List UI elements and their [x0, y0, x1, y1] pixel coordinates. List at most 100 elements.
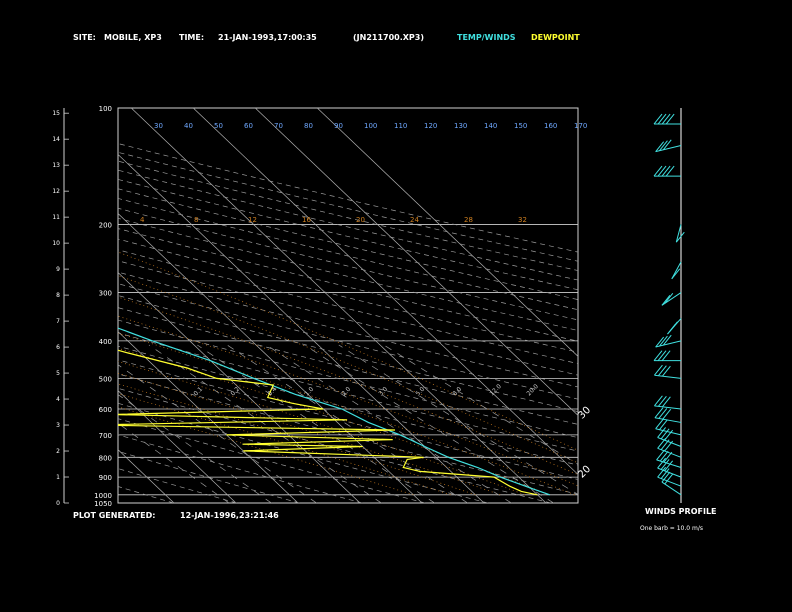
isotherm-lines [118, 108, 578, 503]
dry-adiabat-label: 30 [154, 122, 163, 130]
wind-barb-flag [659, 335, 668, 347]
wind-barb-flag [657, 427, 667, 438]
mixing-ratio-label: 2.0 [340, 386, 352, 398]
wind-barb-flag [675, 231, 685, 243]
wind-barb-flag [659, 450, 669, 462]
pressure-tick-label: 600 [99, 406, 112, 414]
mixing-ratio-label: 3.0 [377, 386, 389, 398]
dry-adiabat-line [118, 283, 578, 400]
dry-adiabat-line [118, 198, 578, 311]
temperature-trace [118, 327, 550, 496]
mixing-ratio-line [383, 344, 578, 465]
pressure-tick-label: 400 [99, 338, 112, 346]
mixing-ratio-label: 5.0 [414, 386, 426, 398]
isotherm-right-label: 30 [576, 405, 593, 422]
moist-adiabat-line [118, 315, 578, 487]
wind-barb-flag [664, 460, 674, 472]
dry-adiabat-line [0, 124, 111, 503]
isotherm-line [193, 108, 578, 475]
mixing-ratio-line [197, 344, 435, 503]
dry-adiabat-line [118, 387, 551, 503]
wind-barb-staff [671, 261, 682, 280]
dry-adiabat-label: 160 [544, 122, 557, 130]
isotherm-line [118, 390, 237, 503]
wind-barb-flag [662, 334, 672, 346]
height-tick-label: 10 [52, 240, 60, 247]
dry-adiabat-line [118, 434, 363, 503]
dry-adiabat-label: 40 [184, 122, 193, 130]
wind-barb-staff [675, 224, 682, 243]
height-tick-label: 8 [56, 292, 60, 299]
mixing-ratio-line [338, 344, 578, 495]
dry-adiabat-line [118, 238, 578, 353]
mixing-ratio-line [304, 344, 554, 503]
dry-adiabat-label: 100 [364, 122, 377, 130]
mixing-ratio-line [148, 344, 382, 503]
wind-barb-flag [661, 294, 671, 306]
pressure-tick-label: 300 [99, 290, 112, 298]
wind-barb-flag [653, 113, 663, 125]
wind-barb-flag [655, 141, 665, 152]
dry-adiabat-line [118, 228, 578, 342]
wind-barb-flag [661, 113, 671, 125]
isotherm-right-label: 20 [576, 464, 593, 481]
wind-barb-flag [660, 459, 670, 470]
dry-adiabat-label: 60 [244, 122, 253, 130]
mixing-ratio-label: 12.0 [488, 383, 503, 398]
dry-adiabat-label: 150 [514, 122, 527, 130]
dry-adiabat-line [118, 295, 578, 413]
moist-adiabat-label: 20 [356, 216, 365, 224]
winds-profile-title: WINDS PROFILE [645, 507, 717, 516]
wind-barb-flag [658, 396, 667, 407]
height-tick-label: 12 [52, 188, 60, 195]
wind-barb-flag [671, 268, 681, 280]
dry-adiabat-label: 140 [484, 122, 497, 130]
wind-barb-flag [664, 293, 674, 304]
height-tick-label: 7 [56, 318, 60, 325]
wind-barb-flag [657, 165, 667, 177]
dry-adiabat-label: 120 [424, 122, 437, 130]
moist-adiabat-label: 12 [248, 216, 257, 224]
winds-barb-note: One barb = 10.0 m/s [640, 525, 703, 532]
wind-barb-flag [662, 139, 672, 151]
moist-adiabat-line [118, 251, 578, 451]
wind-barb-flag [660, 468, 670, 479]
isotherm-line [118, 331, 299, 503]
dry-adiabat-line [118, 402, 489, 503]
site-value: MOBILE, XP3 [104, 33, 162, 42]
generated-value: 12-JAN-1996,23:21:46 [180, 511, 279, 520]
isotherm-line [131, 108, 547, 503]
height-tick-label: 6 [56, 344, 60, 351]
moist-adiabat-label: 32 [518, 216, 527, 224]
wind-barb-flag [657, 350, 667, 361]
mixing-ratio-label: 1.0 [303, 386, 315, 398]
isotherm-line [255, 108, 578, 416]
mixing-ratio-label: 0.1 [192, 386, 204, 398]
moist-adiabat-label: 8 [194, 216, 198, 224]
wind-barb-flag [660, 428, 670, 440]
wind-barb-flag [654, 407, 664, 419]
height-tick-label: 5 [56, 370, 60, 377]
dry-adiabat-lines [0, 124, 578, 503]
diagram-frame [63, 107, 579, 504]
mixing-ratio-line [118, 364, 317, 503]
dry-adiabat-line [118, 249, 578, 364]
height-tick-label: 14 [52, 136, 60, 143]
pressure-tick-label: 200 [99, 221, 112, 229]
sounding-traces [118, 327, 550, 496]
height-tick-label: 0 [56, 500, 60, 507]
pressure-tick-label: 1000 [94, 492, 112, 500]
diagram-border [117, 107, 579, 504]
pressure-tick-label: 800 [99, 454, 112, 462]
dry-adiabat-line [118, 307, 578, 425]
height-tick-label: 11 [52, 214, 60, 221]
mixing-ratio-line [226, 344, 468, 503]
moist-adiabat-label: 16 [302, 216, 311, 224]
moist-adiabat-label: 4 [140, 216, 145, 224]
wind-barb-flag [665, 113, 675, 125]
dry-adiabat-line [118, 345, 578, 466]
dry-adiabat-label: 130 [454, 122, 467, 130]
wind-barb-flag [655, 418, 665, 430]
moist-adiabat-lines [118, 251, 578, 496]
site-label: SITE: [73, 33, 96, 42]
